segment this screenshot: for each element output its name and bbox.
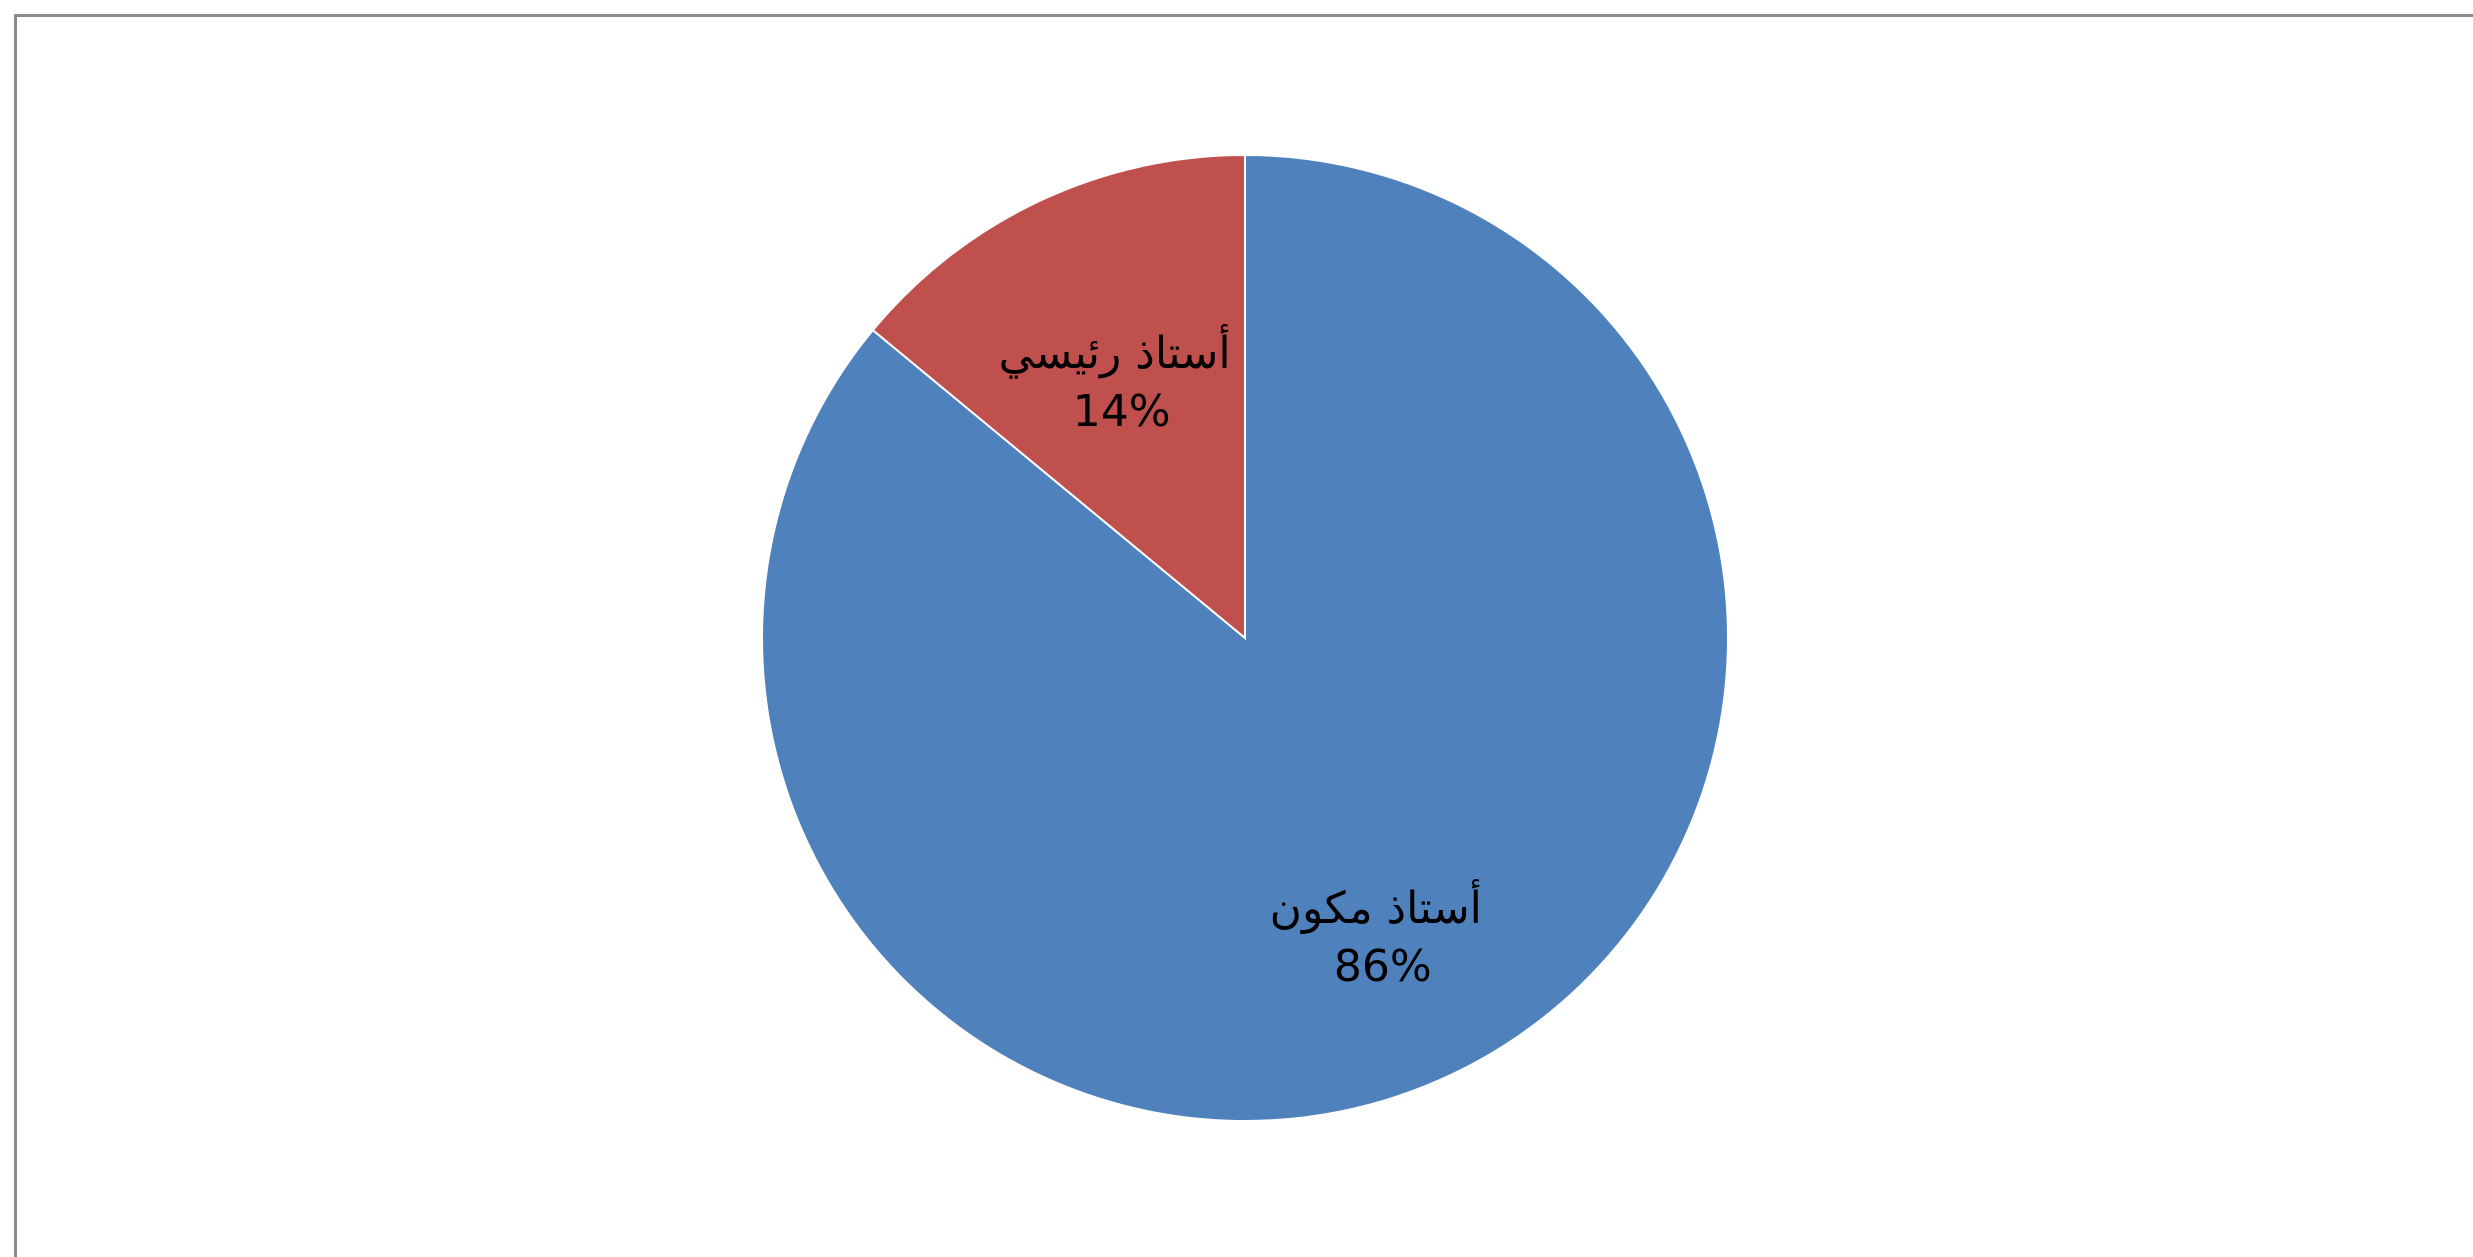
- labels-layer: أستاذ مكون 86% أستاذ رئيسي 14%: [999, 324, 1496, 992]
- slice-category-1: أستاذ رئيسي: [999, 324, 1231, 379]
- slice-category-0: أستاذ مكون: [1270, 879, 1482, 934]
- slice-value-0: 86%: [1334, 941, 1432, 992]
- pie-slice-1: [871, 153, 1246, 641]
- slice-label-0: أستاذ مكون 86%: [1270, 879, 1496, 992]
- slice-value-1: 14%: [1073, 386, 1171, 437]
- slice-label-1: أستاذ رئيسي 14%: [999, 324, 1245, 437]
- slices-layer: [761, 153, 1729, 1122]
